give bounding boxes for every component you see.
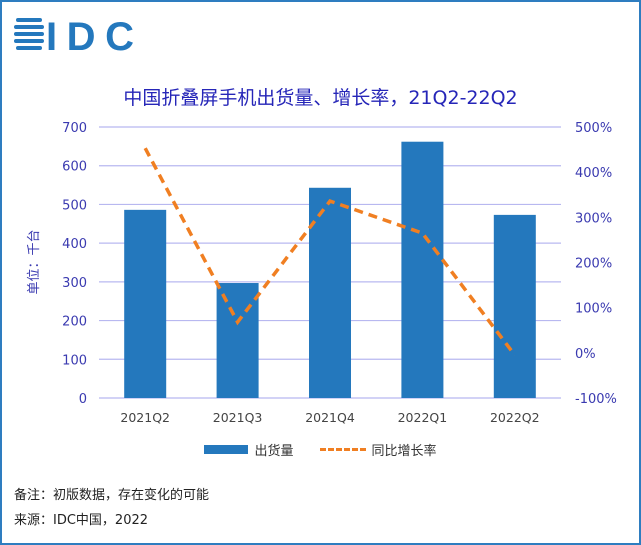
y-tick-label: 0: [79, 392, 87, 407]
y-tick-label: 500: [62, 198, 87, 213]
y-tick-label: 200: [62, 315, 87, 330]
y2-tick-label: -100%: [575, 392, 617, 407]
idc-logo: IDC: [14, 15, 134, 54]
y-tick-label: 300: [62, 276, 87, 291]
x-tick-label: 2022Q2: [490, 410, 540, 425]
remark-note: 备注：初版数据，存在变化的可能: [14, 488, 210, 503]
chart-plot: 0 100 200 300 400 500 600 700 -100% 0% 100% 200% 300…: [27, 121, 617, 425]
y-tick-label: 100: [62, 353, 87, 368]
legend-swatch-bar: [204, 445, 249, 454]
y-tick-label: 700: [62, 121, 87, 136]
y2-tick-label: 200%: [575, 257, 612, 272]
legend-item-growth: 同比增长率: [319, 440, 437, 459]
legend-label: 同比增长率: [371, 444, 437, 459]
x-tick-label: 2021Q3: [213, 410, 263, 425]
y-tick-label: 400: [62, 237, 87, 252]
chart-title: 中国折叠屏手机出货量、增长率，21Q2-22Q2: [123, 87, 518, 109]
y2-tick-label: 300%: [575, 211, 612, 226]
y2-tick-label: 500%: [575, 121, 612, 136]
legend: 出货量 同比增长率: [0, 440, 641, 459]
y-tick-label: 600: [62, 160, 87, 175]
bar-2021Q2: [124, 209, 167, 398]
y2-tick-label: 400%: [575, 166, 612, 181]
bar-2022Q1: [401, 141, 444, 398]
x-tick-label: 2021Q2: [120, 410, 170, 425]
y-axis-label: 单位：千台: [27, 229, 42, 294]
bar-2022Q2: [493, 214, 536, 398]
y2-tick-label: 0%: [575, 347, 596, 362]
legend-swatch-line: [319, 448, 366, 451]
bar-2021Q3: [216, 283, 259, 398]
legend-item-shipments: 出货量: [204, 440, 294, 459]
x-tick-label: 2021Q4: [305, 410, 355, 425]
bar-2021Q4: [309, 187, 351, 398]
source-note: 来源：IDC中国，2022: [14, 513, 149, 528]
legend-label: 出货量: [254, 444, 294, 459]
y2-tick-label: 100%: [575, 302, 612, 317]
x-tick-label: 2022Q1: [398, 410, 448, 425]
